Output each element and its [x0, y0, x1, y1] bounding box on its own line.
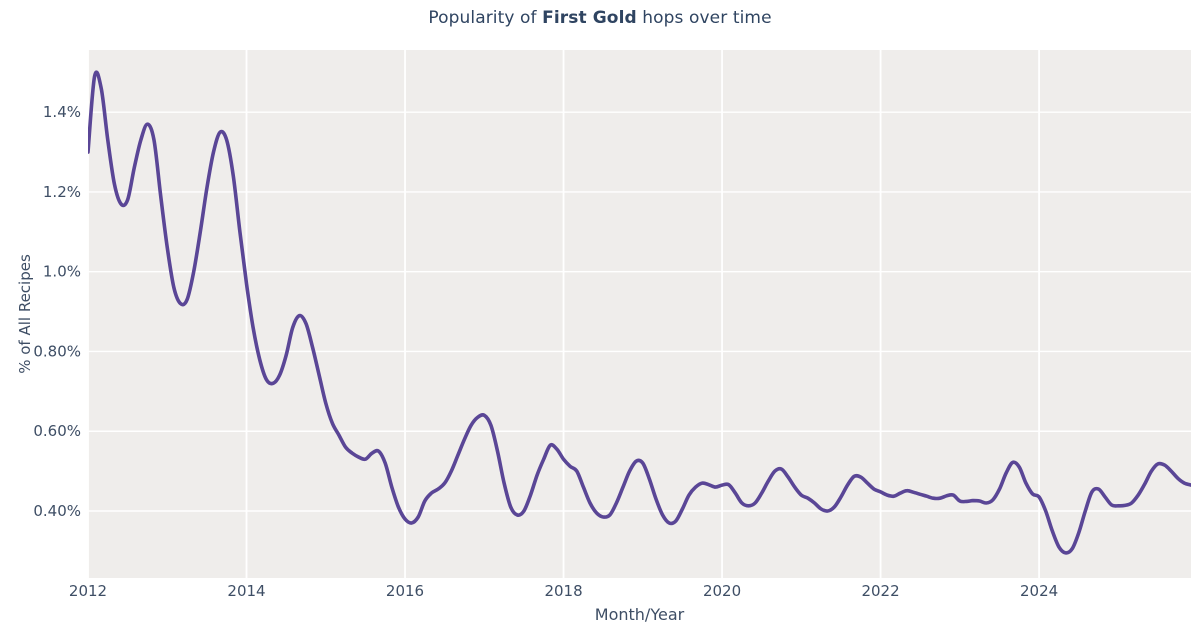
chart-title-hop-name: First Gold: [542, 8, 637, 28]
y-tick-label: 1.2%: [43, 183, 81, 201]
x-tick-label: 2022: [861, 582, 899, 600]
y-tick-label: 1.0%: [43, 263, 81, 281]
y-tick-label: 1.4%: [43, 103, 81, 121]
y-tick-label: 0.80%: [33, 342, 81, 360]
x-tick-label: 2020: [703, 582, 741, 600]
x-tick-label: 2014: [227, 582, 265, 600]
x-tick-label: 2016: [386, 582, 424, 600]
x-tick-label: 2024: [1020, 582, 1058, 600]
series-line-first-gold: [88, 70, 1191, 555]
plot-area: [88, 50, 1191, 578]
y-tick-label: 0.40%: [33, 502, 81, 520]
chart-title: Popularity of First Gold hops over time: [0, 8, 1200, 28]
x-tick-label: 2018: [544, 582, 582, 600]
chart-title-prefix: Popularity of: [428, 8, 543, 28]
chart-title-suffix: hops over time: [636, 8, 772, 28]
y-tick-label: 0.60%: [33, 422, 81, 440]
x-tick-label: 2012: [69, 582, 107, 600]
x-axis-title: Month/Year: [594, 605, 685, 624]
y-axis-title: % of All Recipes: [16, 254, 34, 374]
